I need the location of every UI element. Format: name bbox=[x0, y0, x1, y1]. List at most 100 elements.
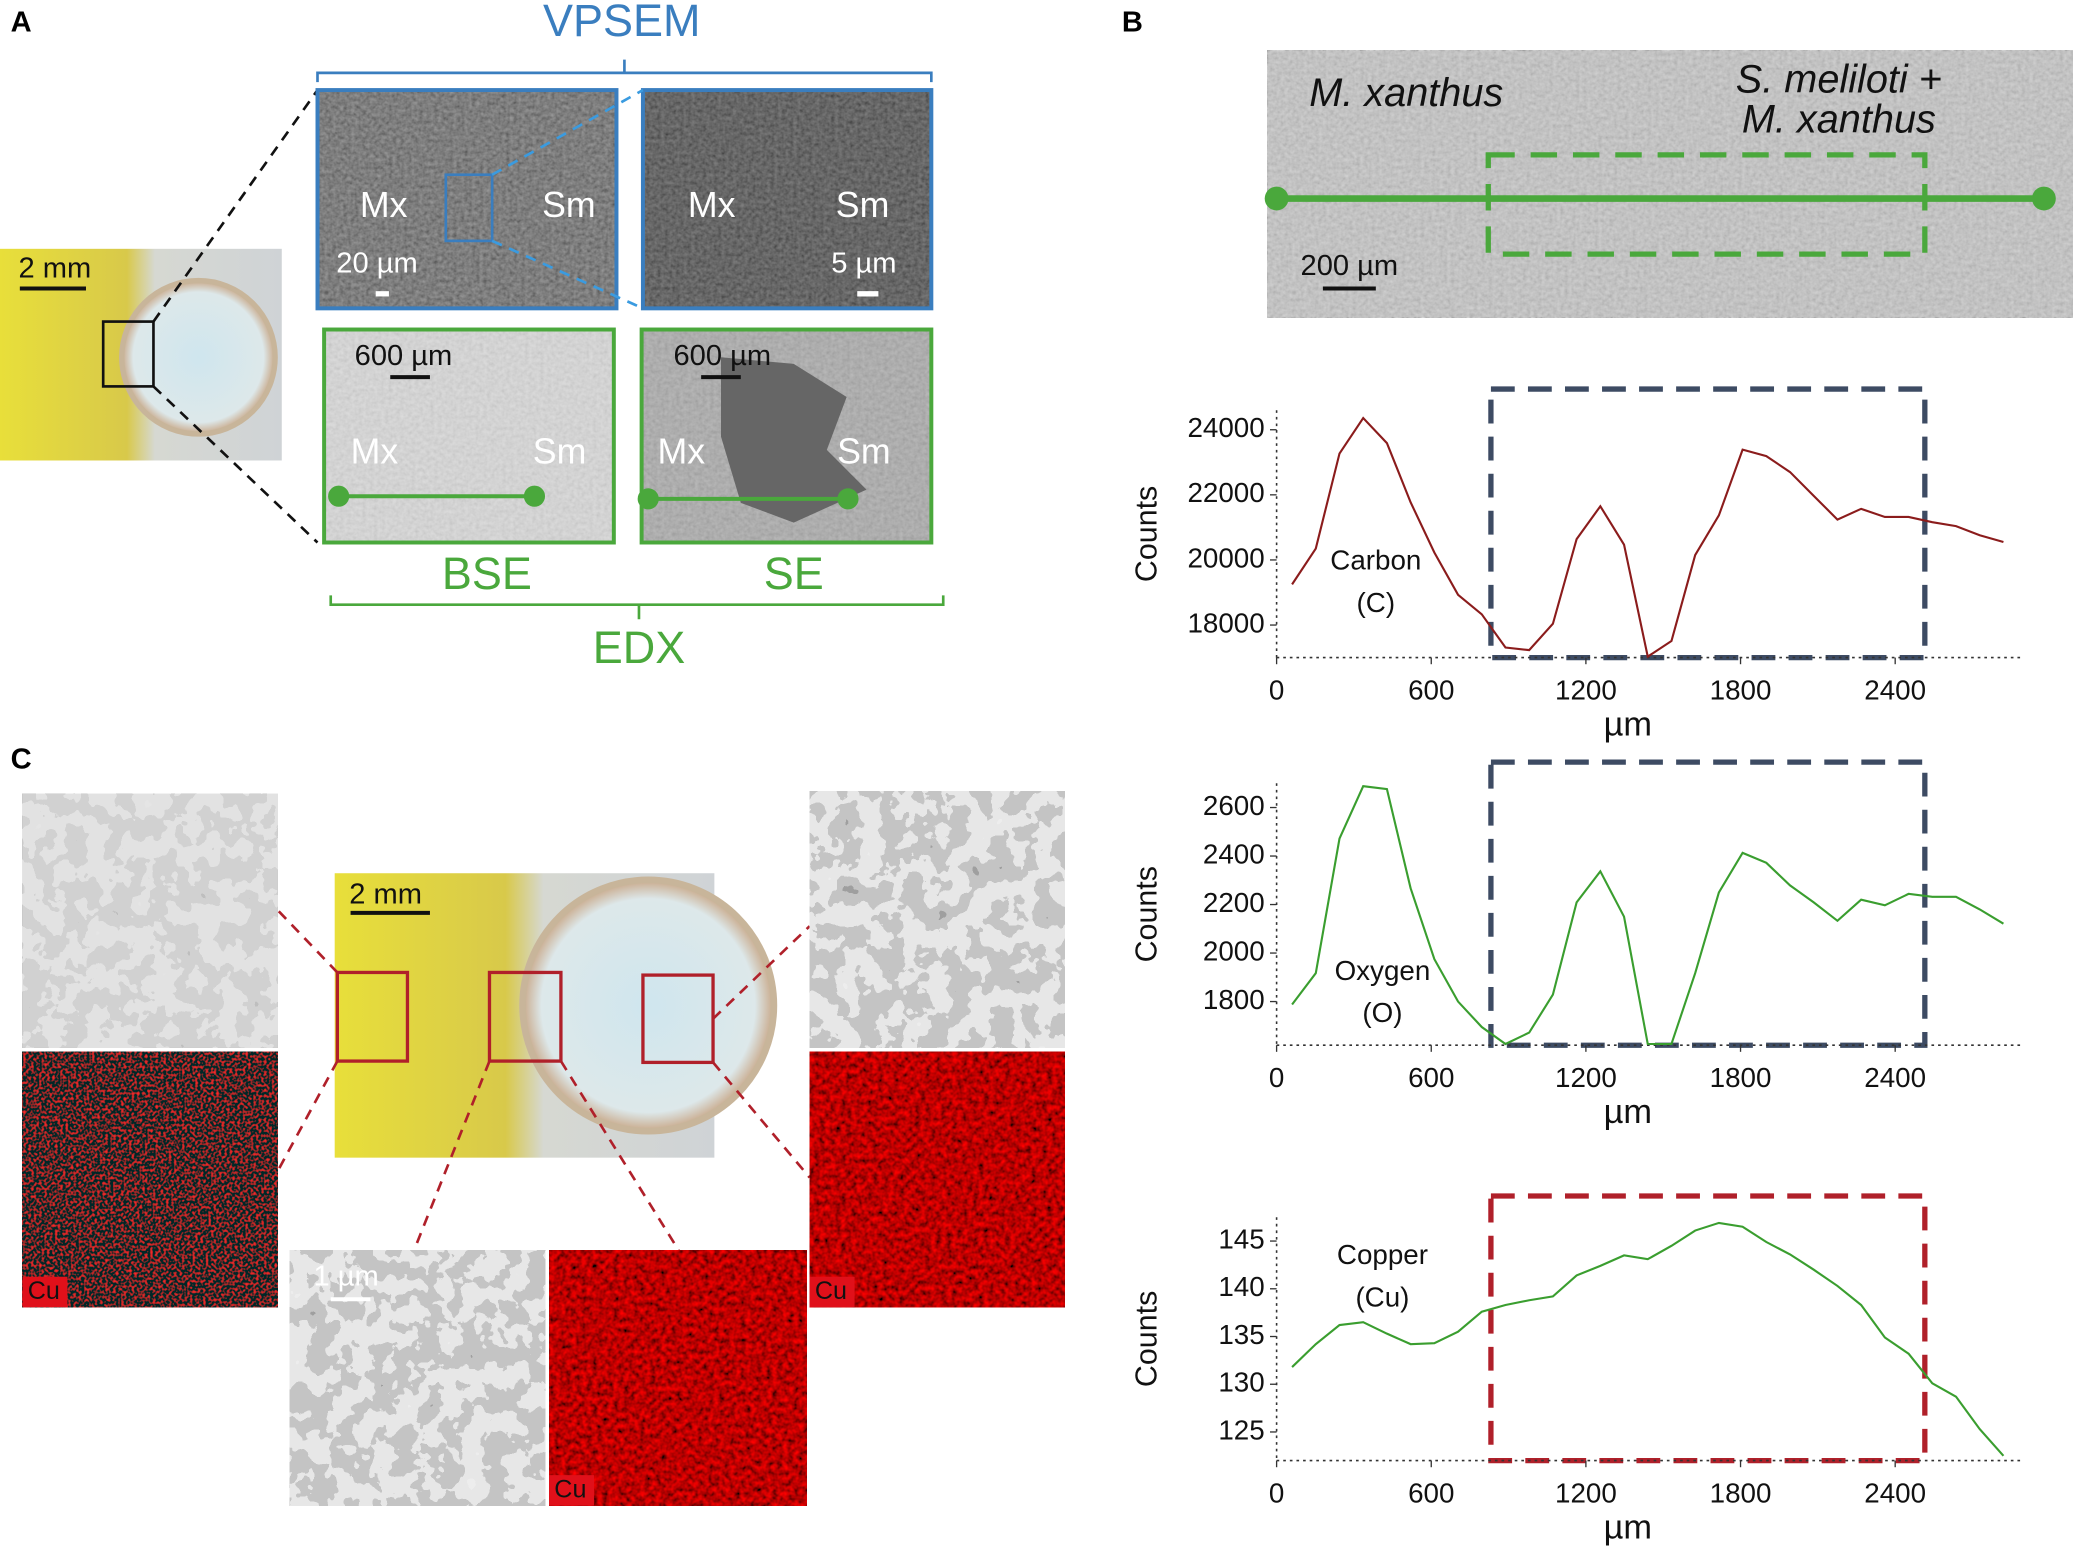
y-tick-label: 130 bbox=[1218, 1367, 1264, 1398]
x-tick-label: 600 bbox=[1408, 1477, 1454, 1508]
roi-box bbox=[1485, 152, 1928, 257]
x-tick-label: 0 bbox=[1269, 674, 1284, 705]
cu-tag bbox=[22, 1276, 68, 1308]
y-tick-label: 140 bbox=[1218, 1271, 1264, 1302]
y-tick-label: 2600 bbox=[1203, 790, 1265, 821]
label: Sm bbox=[533, 431, 587, 471]
cu-label: Cu bbox=[554, 1476, 586, 1504]
sem-image bbox=[317, 90, 617, 309]
se-label: SE bbox=[764, 548, 824, 599]
sem-tint bbox=[642, 90, 932, 309]
panel-label: C bbox=[11, 743, 32, 775]
annotation: Oxygen bbox=[1335, 955, 1431, 986]
panel-label: B bbox=[1122, 7, 1143, 39]
dark-region bbox=[720, 357, 867, 523]
x-tick-label: 1200 bbox=[1555, 674, 1617, 705]
scan-end bbox=[837, 488, 859, 510]
y-tick-label: 1800 bbox=[1203, 984, 1265, 1015]
annotation: (O) bbox=[1362, 997, 1402, 1028]
tem-tint bbox=[22, 793, 278, 1048]
x-tick-label: 1800 bbox=[1710, 1062, 1772, 1093]
highlight-box bbox=[1488, 759, 1928, 1048]
edx-label: EDX bbox=[593, 622, 685, 673]
y-tick-label: 125 bbox=[1218, 1414, 1264, 1445]
x-tick-label: 1800 bbox=[1710, 1477, 1772, 1508]
x-tick-label: 1800 bbox=[1710, 674, 1772, 705]
cu-tag bbox=[549, 1475, 594, 1506]
scale-text: 1 µm bbox=[314, 1261, 379, 1293]
cu-label: Cu bbox=[28, 1277, 60, 1305]
x-tick-label: 600 bbox=[1408, 1062, 1454, 1093]
scan-end bbox=[637, 488, 659, 510]
annotation: Carbon bbox=[1330, 545, 1421, 576]
roi-box bbox=[101, 320, 155, 388]
tem-image bbox=[809, 791, 1065, 1048]
image-frame bbox=[639, 327, 934, 545]
scan-end bbox=[1264, 186, 1289, 211]
zoom-line bbox=[152, 89, 319, 323]
label: Sm bbox=[542, 185, 596, 225]
y-tick-label: 22000 bbox=[1187, 477, 1264, 508]
x-tick-label: 2400 bbox=[1864, 1062, 1926, 1093]
label: Mx bbox=[688, 185, 736, 225]
label: Mx bbox=[658, 431, 706, 471]
annotation: (Cu) bbox=[1355, 1282, 1409, 1313]
y-tick-label: 2000 bbox=[1203, 935, 1265, 966]
x-tick-label: 600 bbox=[1408, 674, 1454, 705]
y-tick-label: 2400 bbox=[1203, 838, 1265, 869]
y-axis-label: Counts bbox=[1129, 486, 1163, 582]
x-axis-label: µm bbox=[1604, 1508, 1652, 1546]
panel-label: A bbox=[11, 7, 32, 39]
zoom-lines bbox=[276, 909, 811, 1251]
label: Mx bbox=[351, 431, 399, 471]
annotation: (C) bbox=[1357, 587, 1396, 618]
bracket bbox=[329, 595, 945, 620]
cu-map bbox=[22, 1051, 278, 1308]
bracket bbox=[316, 59, 933, 83]
image-frame bbox=[640, 88, 934, 311]
y-tick-label: 145 bbox=[1218, 1223, 1264, 1254]
x-axis-label: µm bbox=[1604, 705, 1652, 743]
label: Sm bbox=[836, 185, 890, 225]
drop bbox=[119, 277, 278, 437]
scale-text: 600 µm bbox=[355, 340, 453, 372]
image-frame bbox=[322, 327, 616, 545]
strain-label: M. xanthus bbox=[1309, 71, 1503, 115]
cu-map bbox=[549, 1250, 807, 1506]
strain-label: S. meliloti + bbox=[1736, 58, 1942, 102]
cu-tag bbox=[809, 1276, 855, 1308]
label: Sm bbox=[837, 431, 891, 471]
data-line bbox=[1291, 416, 2004, 659]
zoom-line bbox=[491, 88, 644, 176]
zoom-line bbox=[491, 239, 644, 310]
drop bbox=[519, 876, 778, 1135]
annotation: Copper bbox=[1337, 1239, 1428, 1270]
zoom-line bbox=[152, 385, 319, 544]
cu-label: Cu bbox=[815, 1277, 847, 1305]
y-tick-label: 2200 bbox=[1203, 887, 1265, 918]
sem-tint bbox=[317, 90, 617, 309]
x-tick-label: 2400 bbox=[1864, 674, 1926, 705]
vpsem-label: VPSEM bbox=[543, 0, 700, 46]
y-axis-label: Counts bbox=[1129, 866, 1163, 962]
roi-box bbox=[335, 970, 410, 1063]
y-tick-label: 18000 bbox=[1187, 607, 1264, 638]
x-axis-label: µm bbox=[1604, 1093, 1652, 1131]
x-tick-label: 0 bbox=[1269, 1477, 1284, 1508]
data-line bbox=[1291, 785, 2004, 1046]
roi-box bbox=[444, 173, 494, 243]
y-tick-label: 135 bbox=[1218, 1319, 1264, 1350]
scale-text: 2 mm bbox=[19, 253, 92, 285]
bse-label: BSE bbox=[442, 548, 532, 599]
strain-label: M. xanthus bbox=[1742, 97, 1936, 141]
cu-map bbox=[809, 1051, 1065, 1308]
y-tick-label: 24000 bbox=[1187, 412, 1264, 443]
label: Mx bbox=[360, 185, 408, 225]
y-axis-label: Counts bbox=[1129, 1291, 1163, 1387]
highlight-box bbox=[1488, 1193, 1928, 1464]
scale-text: 200 µm bbox=[1301, 250, 1399, 282]
y-tick-label: 20000 bbox=[1187, 542, 1264, 573]
x-tick-label: 2400 bbox=[1864, 1477, 1926, 1508]
